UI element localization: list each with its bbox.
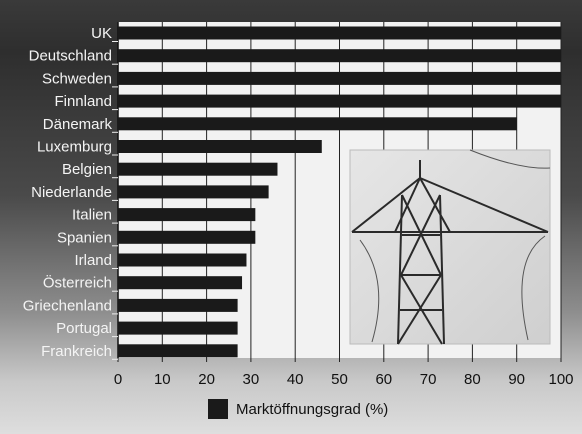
- bar: [118, 344, 238, 358]
- x-tick-label: 80: [464, 371, 481, 388]
- category-label: Frankreich: [41, 343, 112, 360]
- category-label: Schweden: [42, 70, 112, 87]
- category-label: Irland: [74, 252, 112, 269]
- bar: [118, 253, 247, 267]
- category-label: Deutschland: [29, 48, 112, 65]
- x-tick-label: 10: [154, 371, 171, 388]
- bar: [118, 94, 561, 108]
- x-tick-label: 20: [198, 371, 215, 388]
- bar: [118, 117, 517, 131]
- bar: [118, 230, 256, 244]
- bar: [118, 321, 238, 335]
- category-label: Finnland: [54, 93, 112, 110]
- bar: [118, 185, 269, 199]
- legend-swatch: [208, 399, 228, 419]
- bar: [118, 71, 561, 85]
- chart-legend: Marktöffnungsgrad (%): [208, 399, 388, 419]
- x-tick-label: 100: [548, 371, 573, 388]
- legend-label: Marktöffnungsgrad (%): [236, 400, 389, 418]
- category-label: Portugal: [56, 320, 112, 337]
- bar: [118, 162, 278, 176]
- power-pylon-photo: [349, 149, 551, 345]
- category-label: Österreich: [43, 274, 112, 292]
- x-tick-label: 30: [243, 371, 260, 388]
- x-tick-label: 0: [114, 371, 122, 388]
- category-label: Luxemburg: [37, 139, 112, 156]
- category-label: Niederlande: [31, 184, 112, 201]
- bar: [118, 140, 322, 153]
- x-tick-label: 40: [287, 371, 304, 388]
- x-tick-label: 50: [331, 371, 348, 388]
- x-tick-label: 70: [420, 371, 437, 388]
- bar: [118, 298, 238, 312]
- category-label: Griechenland: [23, 297, 112, 314]
- bar: [118, 49, 561, 63]
- category-label: Dänemark: [43, 116, 113, 133]
- category-label: Italien: [72, 207, 112, 224]
- category-label: UK: [91, 25, 112, 42]
- x-tick-label: 60: [375, 371, 392, 388]
- bar: [118, 276, 243, 290]
- x-tick-label: 90: [508, 371, 525, 388]
- bar: [118, 208, 256, 222]
- bar: [118, 26, 561, 40]
- category-label: Belgien: [62, 161, 112, 178]
- category-label: Spanien: [57, 229, 112, 246]
